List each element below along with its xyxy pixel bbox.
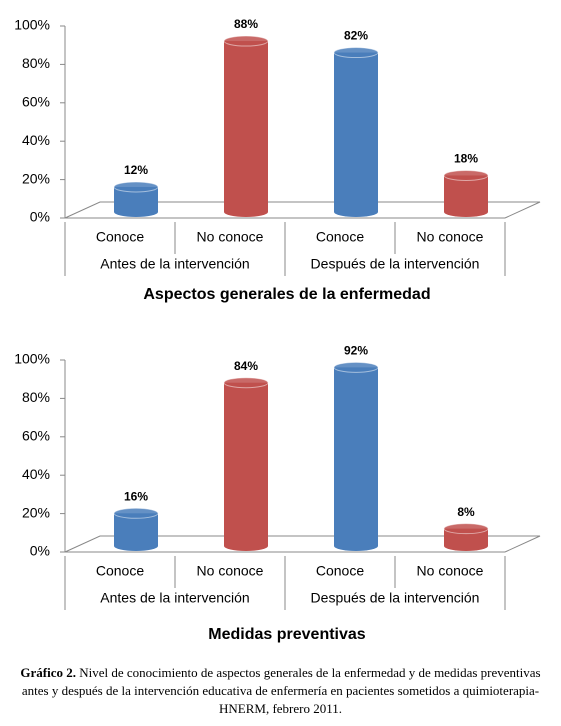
y-tick-label: 80%: [22, 55, 50, 71]
x-tick-label: No conoce: [197, 563, 264, 579]
x-tick-label: No conoce: [417, 229, 484, 245]
y-tick-label: 100%: [14, 351, 50, 367]
y-tick-label: 20%: [22, 170, 50, 186]
group-label: Después de la intervención: [311, 256, 480, 272]
y-tick-label: 60%: [22, 94, 50, 110]
bar-top: [443, 523, 489, 535]
floor: [64, 535, 541, 553]
caption-label: Gráfico 2.: [20, 665, 76, 680]
bar-top: [443, 169, 489, 181]
value-label: 8%: [457, 505, 475, 519]
value-label: 82%: [344, 29, 368, 43]
bar-top: [333, 361, 379, 373]
x-tick-label: No conoce: [417, 563, 484, 579]
bar-top: [223, 377, 269, 389]
y-tick-label: 0%: [30, 209, 50, 225]
y-tick-label: 60%: [22, 428, 50, 444]
caption: Gráfico 2. Nivel de conocimiento de aspe…: [10, 664, 551, 718]
bar: [444, 175, 488, 212]
value-label: 18%: [454, 152, 478, 166]
x-tick-label: Conoce: [316, 229, 364, 245]
value-label: 88%: [234, 17, 258, 31]
bar-top: [223, 35, 269, 47]
y-tick-label: 20%: [22, 504, 50, 520]
bar: [224, 382, 268, 546]
y-tick-label: 0%: [30, 543, 50, 559]
chart-title: Aspectos generales de la enfermedad: [143, 286, 430, 303]
group-label: Después de la intervención: [311, 590, 480, 606]
group-label: Antes de la intervención: [100, 256, 249, 272]
x-tick-label: Conoce: [316, 563, 364, 579]
value-label: 84%: [234, 359, 258, 373]
group-label: Antes de la intervención: [100, 590, 249, 606]
caption-text: Nivel de conocimiento de aspectos genera…: [21, 665, 541, 716]
y-tick-label: 40%: [22, 466, 50, 482]
bar-top: [333, 47, 379, 59]
value-label: 92%: [344, 344, 368, 358]
chart: 0% 20% 40% 60% 80% 100% Conoce 12% No conoce 88% C…: [14, 17, 541, 643]
chart-title: Medidas preventivas: [208, 626, 366, 643]
bar: [224, 41, 268, 212]
bar-top: [113, 181, 159, 193]
y-tick-label: 100%: [14, 17, 50, 33]
x-tick-label: Conoce: [96, 563, 144, 579]
bar-top: [113, 507, 159, 519]
x-tick-label: Conoce: [96, 229, 144, 245]
bar: [334, 52, 378, 213]
x-tick-label: No conoce: [197, 229, 264, 245]
y-tick-label: 80%: [22, 389, 50, 405]
y-tick-label: 40%: [22, 132, 50, 148]
floor: [64, 201, 541, 219]
value-label: 12%: [124, 163, 148, 177]
value-label: 16%: [124, 489, 148, 503]
bar: [334, 367, 378, 546]
